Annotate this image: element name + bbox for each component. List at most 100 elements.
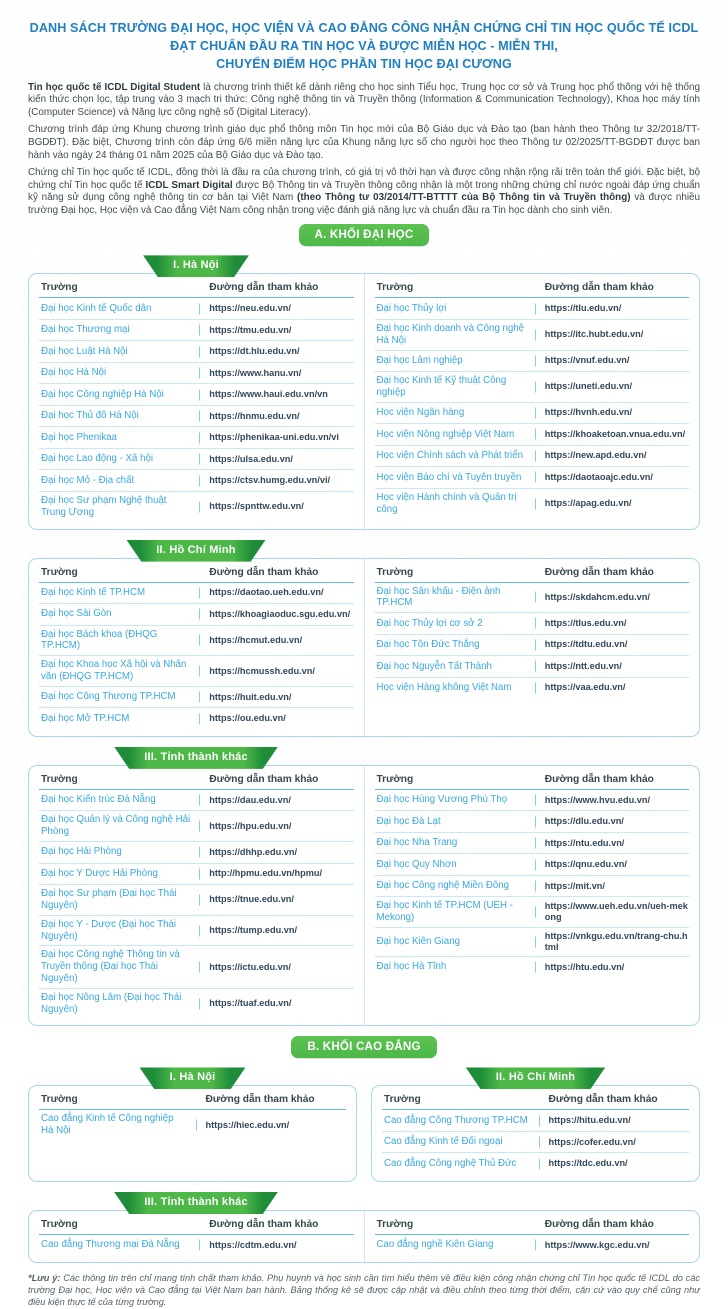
intro-paragraphs: Tin học quốc tế ICDL Digital Student là …	[28, 82, 700, 218]
school-row: Đại học Mở TP.HCM https://ou.edu.vn/	[39, 707, 354, 729]
school-url-link[interactable]: https://ntu.edu.vn/	[532, 837, 689, 850]
school-row: Đại học Công Thương TP.HCM https://huit.e…	[39, 685, 354, 708]
footer-note-text: Các thông tin trên chỉ mang tính chất th…	[28, 1273, 700, 1308]
school-url-link[interactable]: https://ntt.edu.vn/	[532, 660, 689, 673]
school-row: Đại học Y - Dược (Đại học Thái Nguyên) ht…	[39, 914, 354, 946]
column-header-school: Trường	[376, 1218, 414, 1230]
school-table-column: Trường Đường dẫn tham khảo Đại học Thủy lợ…	[363, 274, 700, 529]
school-url-link[interactable]: https://khoaketoan.vnua.edu.vn/	[532, 428, 689, 441]
school-row: Học viện Hàng không Việt Nam https://vaa.…	[374, 676, 689, 699]
school-name: Đại học Mở TP.HCM	[41, 712, 130, 724]
school-url-link[interactable]: https://hpu.edu.vn/	[196, 820, 353, 833]
school-url-link[interactable]: https://tdc.edu.vn/	[536, 1157, 690, 1170]
school-url-link[interactable]: https://vaa.edu.vn/	[532, 681, 689, 694]
column-header-url: Đường dẫn tham khảo	[209, 282, 319, 294]
school-url-link[interactable]: https://ou.edu.vn/	[196, 712, 353, 725]
school-row: Đại học Nguyễn Tất Thành https://ntt.edu.…	[374, 655, 689, 677]
school-url-link[interactable]: https://hcmut.edu.vn/	[196, 634, 353, 647]
school-url-link[interactable]: https://hnmu.edu.vn/	[196, 410, 353, 423]
ribbon-cao-dang-tinh-thanh-khac: III. Tỉnh thành khác	[114, 1192, 278, 1214]
school-url-link[interactable]: https://hcmussh.edu.vn/	[196, 665, 353, 678]
school-url-link[interactable]: https://dhhp.edu.vn/	[196, 846, 353, 859]
school-name: Đại học Thương mại	[41, 324, 130, 336]
school-url-link[interactable]: https://tlus.edu.vn/	[532, 617, 689, 630]
school-url-link[interactable]: https://dt.hlu.edu.vn/	[196, 345, 353, 358]
school-url-link[interactable]: https://khoagiaoduc.sgu.edu.vn/	[196, 608, 353, 621]
school-row: Học viện Ngân hàng https://hvnh.edu.vn/	[374, 401, 689, 424]
school-url-link[interactable]: https://qnu.edu.vn/	[532, 858, 689, 871]
school-row: Đại học Nông Lâm (Đại học Thái Nguyên) ht…	[39, 987, 354, 1019]
school-name: Học viện Ngân hàng	[376, 407, 465, 419]
school-name: Đại học Nguyễn Tất Thành	[376, 660, 492, 672]
school-row: Học viện Nông nghiệp Việt Nam https://kho…	[374, 423, 689, 445]
section-button-khoi-cao-dang[interactable]: B. KHỐI CAO ĐẲNG	[291, 1036, 437, 1059]
school-row: Đại học Công nghiệp Hà Nội https://www.ha…	[39, 383, 354, 405]
school-row: Đại học Lao động - Xã hội https://ulsa.ed…	[39, 447, 354, 470]
column-header-school: Trường	[41, 282, 78, 294]
school-name: Đại học Mỏ - Địa chất	[41, 474, 135, 486]
school-url-link[interactable]: https://www.hvu.edu.vn/	[532, 794, 689, 807]
school-name: Đại học Sư phạm (Đại học Thái Nguyên)	[41, 888, 177, 911]
school-url-link[interactable]: https://mit.vn/	[532, 880, 689, 893]
intro-paragraph-3: Chứng chỉ Tin học quốc tế ICDL, đồng thờ…	[28, 167, 700, 217]
school-url-link[interactable]: https://ctsv.humg.edu.vn/vi/	[196, 474, 353, 487]
school-url-link[interactable]: https://www.hanu.vn/	[196, 367, 353, 380]
school-url-link[interactable]: https://new.apd.edu.vn/	[532, 449, 689, 462]
school-row: Đại học Sư phạm Nghệ thuật Trung Ương htt…	[39, 490, 354, 522]
school-url-link[interactable]: https://uneti.edu.vn/	[532, 380, 689, 393]
school-url-link[interactable]: https://hitu.edu.vn/	[536, 1114, 690, 1127]
column-header-url: Đường dẫn tham khảo	[544, 282, 654, 294]
school-name: Cao đẳng Kinh tế Công nghiệp Hà Nội	[41, 1113, 174, 1137]
school-url-link[interactable]: https://vnkgu.edu.vn/trang-chu.html	[532, 930, 689, 954]
school-url-link[interactable]: https://spnttw.edu.vn/	[196, 500, 353, 513]
school-url-link[interactable]: https://tump.edu.vn/	[196, 924, 353, 937]
split-card-row: I. Hà Nội Trường Đường dẫn tham khảo Cao đẳ…	[28, 1067, 700, 1182]
school-url-link[interactable]: https://www.ueh.edu.vn/ueh-mekong	[532, 900, 689, 924]
half-cao-dang-ha-noi: I. Hà Nội Trường Đường dẫn tham khảo Cao đẳ…	[28, 1067, 357, 1182]
ribbon-dai-hoc-ho-chi-minh: II. Hồ Chí Minh	[126, 540, 265, 562]
column-header-url: Đường dẫn tham khảo	[209, 1218, 319, 1230]
school-url-link[interactable]: https://daotao.ueh.edu.vn/	[196, 586, 353, 599]
school-url-link[interactable]: https://ulsa.edu.vn/	[196, 453, 353, 466]
school-url-link[interactable]: https://neu.edu.vn/	[196, 302, 353, 315]
column-header-url: Đường dẫn tham khảo	[544, 566, 654, 578]
school-url-link[interactable]: https://daotaoajc.edu.vn/	[532, 471, 689, 484]
school-url-link[interactable]: https://itc.hubt.edu.vn/	[532, 328, 689, 341]
school-url-link[interactable]: https://phenikaa-uni.edu.vn/vi	[196, 431, 353, 444]
school-name: Đại học Công Thương TP.HCM	[41, 691, 176, 703]
school-url-link[interactable]: https://ictu.edu.vn/	[196, 961, 353, 974]
school-url-link[interactable]: https://dau.edu.vn/	[196, 794, 353, 807]
school-row: Đại học Quản lý và Công nghệ Hải Phòng ht…	[39, 810, 354, 841]
school-name: Cao đẳng Kinh tế Đối ngoại	[384, 1136, 503, 1148]
section-button-khoi-dai-hoc[interactable]: A. KHỐI ĐẠI HỌC	[298, 224, 430, 247]
school-url-link[interactable]: https://tmu.edu.vn/	[196, 324, 353, 337]
school-url-link[interactable]: https://tlu.edu.vn/	[532, 302, 689, 315]
school-table-column: Trường Đường dẫn tham khảo Đại học Sân khấ…	[363, 558, 700, 736]
table-card-cao-dang-tinh-thanh-khac: Trường Đường dẫn tham khảo Cao đẳng Thương…	[28, 1209, 700, 1264]
school-url-link[interactable]: https://tnue.edu.vn/	[196, 893, 353, 906]
school-row: Đại học Thủy lợi https://tlu.edu.vn/	[375, 298, 690, 319]
school-row: Đại học Sài Gòn https://khoagiaoduc.sgu.e…	[39, 603, 354, 625]
school-url-link[interactable]: https://skdahcm.edu.vn/	[532, 591, 689, 604]
school-name: Đại học Quy Nhơn	[376, 858, 457, 870]
school-url-link[interactable]: https://apag.edu.vn/	[532, 497, 689, 510]
school-url-link[interactable]: https://huit.edu.vn/	[196, 691, 353, 704]
sections-host: A. KHỐI ĐẠI HỌC I. Hà Nội Trường Đường dẫn …	[28, 224, 700, 1264]
table-header-row: Trường Đường dẫn tham khảo	[39, 770, 354, 790]
school-url-link[interactable]: https://hvnh.edu.vn/	[532, 406, 689, 419]
school-url-link[interactable]: https://tuaf.edu.vn/	[196, 997, 353, 1010]
table-card-dai-hoc-tinh-thanh-khac: Trường Đường dẫn tham khảo Đại học Kiến tr…	[28, 764, 700, 1027]
school-url-link[interactable]: https://hiec.edu.vn/	[193, 1119, 347, 1132]
school-url-link[interactable]: https://tdtu.edu.vn/	[532, 638, 689, 651]
school-url-link[interactable]: https://vnuf.edu.vn/	[532, 354, 689, 367]
school-url-link[interactable]: https://www.kgc.edu.vn/	[532, 1239, 689, 1252]
school-row: Đại học Phenikaa https://phenikaa-uni.edu…	[39, 426, 354, 448]
school-url-link[interactable]: http://hpmu.edu.vn/hpmu/	[196, 867, 353, 880]
text-segment: được Bộ Thông tin và Truyền thông công n…	[28, 179, 700, 204]
school-url-link[interactable]: https://www.haui.edu.vn/vn	[196, 388, 353, 401]
school-name: Đại học Kiên Giang	[376, 936, 460, 948]
school-url-link[interactable]: https://htu.edu.vn/	[532, 961, 689, 974]
school-url-link[interactable]: https://cofer.edu.vn/	[536, 1136, 690, 1149]
school-url-link[interactable]: https://dlu.edu.vn/	[532, 815, 689, 828]
school-url-link[interactable]: https://cdtm.edu.vn/	[196, 1239, 353, 1252]
